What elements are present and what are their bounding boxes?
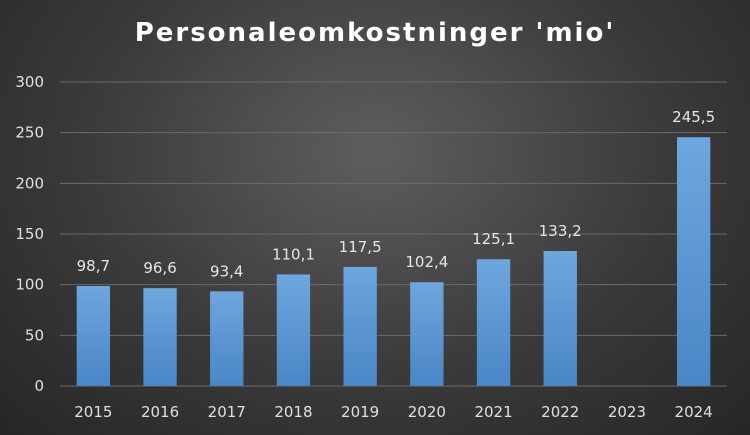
y-tick-label: 100	[15, 276, 44, 294]
y-axis: 0 50 100 150 200 250 300	[15, 73, 44, 395]
data-label-2022: 133,2	[539, 222, 582, 240]
data-label-2019: 117,5	[339, 238, 382, 256]
data-label-2015: 98,7	[77, 257, 110, 275]
bar-2021	[476, 259, 511, 386]
x-tick-label-2023: 2023	[608, 403, 646, 421]
x-axis: 2015 2016 2017 2018 2019 2020 2021 2022 2023 2024	[74, 403, 712, 421]
y-tick-label: 0	[34, 377, 44, 395]
bars	[76, 137, 711, 386]
y-tick-label: 200	[15, 174, 44, 192]
chart-title: Personaleomkostninger 'mio'	[134, 18, 616, 48]
bar-2020	[410, 282, 444, 386]
y-tick-label: 250	[15, 124, 44, 142]
x-tick-label-2020: 2020	[408, 403, 446, 421]
bar-2019	[343, 266, 377, 386]
x-tick-label-2015: 2015	[74, 403, 112, 421]
data-label-2018: 110,1	[272, 245, 315, 263]
data-labels: 98,7 96,6 93,4 110,1 117,5 102,4 125,1 133,2 245…	[77, 108, 715, 280]
bar-2016	[143, 288, 177, 386]
data-label-2024: 245,5	[672, 108, 715, 126]
x-tick-label-2024: 2024	[675, 403, 713, 421]
y-tick-label: 150	[15, 225, 44, 243]
bar-2022	[543, 251, 577, 386]
bar-2018	[276, 274, 311, 386]
bar-2024	[676, 137, 711, 386]
x-tick-label-2022: 2022	[541, 403, 579, 421]
bar-2015	[76, 285, 111, 386]
y-tick-label: 300	[15, 73, 44, 91]
x-tick-label-2019: 2019	[341, 403, 379, 421]
data-label-2016: 96,6	[143, 259, 176, 277]
y-tick-label: 50	[25, 326, 44, 344]
data-label-2021: 125,1	[472, 230, 515, 248]
x-tick-label-2021: 2021	[474, 403, 512, 421]
data-label-2020: 102,4	[405, 253, 448, 271]
x-tick-label-2018: 2018	[274, 403, 312, 421]
data-label-2017: 93,4	[210, 262, 243, 280]
bar-2017	[210, 291, 244, 386]
x-tick-label-2017: 2017	[208, 403, 246, 421]
x-tick-label-2016: 2016	[141, 403, 179, 421]
